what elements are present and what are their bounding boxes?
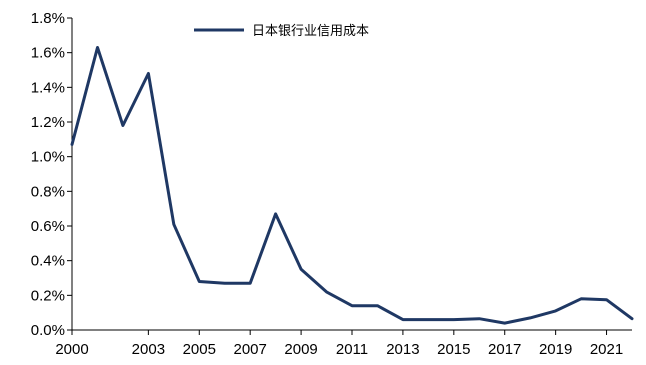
series-line bbox=[70, 46, 634, 325]
y-axis-ticks: 0.0% 0.2% 0.4% 0.6% 0.8% 1.0% 1.2% 1.4% 1.6% 1.8% bbox=[31, 10, 72, 339]
x-tick-label: 2013 bbox=[386, 341, 419, 358]
y-tick-label: 0.6% bbox=[31, 218, 65, 235]
y-tick-label: 0.2% bbox=[31, 287, 65, 304]
y-tick-label: 0.0% bbox=[31, 322, 65, 339]
x-tick-label: 2000 bbox=[55, 341, 88, 358]
y-tick-label: 1.8% bbox=[31, 10, 65, 27]
x-tick-label: 2009 bbox=[284, 341, 317, 358]
x-tick-label: 2005 bbox=[183, 341, 216, 358]
x-tick-label: 2017 bbox=[488, 341, 521, 358]
x-tick-label: 2019 bbox=[539, 341, 572, 358]
legend: 日本银行业信用成本 bbox=[194, 24, 369, 39]
x-tick-label: 2007 bbox=[233, 341, 266, 358]
x-tick-label: 2003 bbox=[132, 341, 165, 358]
x-tick-label: 2011 bbox=[336, 341, 368, 358]
x-tick-label: 2015 bbox=[437, 341, 470, 358]
x-tick-label: 2021 bbox=[590, 341, 623, 358]
legend-label: 日本银行业信用成本 bbox=[252, 24, 369, 39]
y-tick-label: 0.8% bbox=[31, 183, 65, 200]
y-tick-label: 1.0% bbox=[31, 149, 65, 166]
y-tick-label: 0.4% bbox=[31, 253, 65, 270]
series-group bbox=[70, 46, 634, 325]
y-tick-label: 1.6% bbox=[31, 45, 65, 62]
y-tick-label: 1.2% bbox=[31, 114, 65, 131]
y-tick-label: 1.4% bbox=[31, 79, 65, 96]
x-axis-ticks: 2000 2003 2005 2007 2009 2011 2013 2015 2017 2019… bbox=[55, 330, 623, 358]
